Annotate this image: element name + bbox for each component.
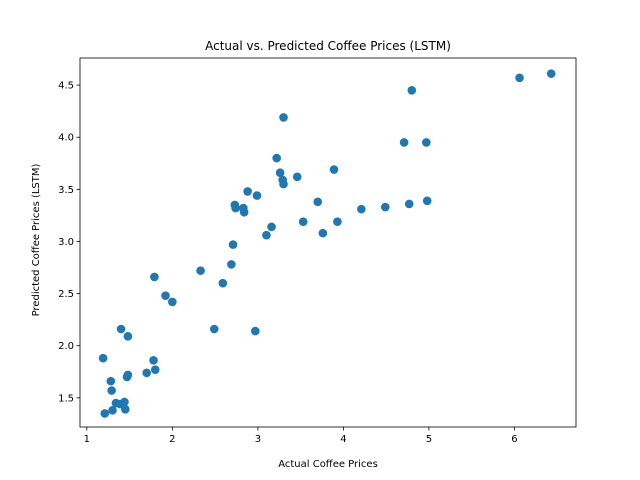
data-point-32 bbox=[267, 222, 276, 232]
data-point-45 bbox=[381, 202, 390, 212]
data-point-0 bbox=[98, 353, 108, 363]
data-point-20 bbox=[209, 324, 219, 334]
data-point-43 bbox=[333, 217, 342, 226]
y-tick-label: 3.5 bbox=[58, 185, 74, 196]
y-tick-label: 1.5 bbox=[58, 393, 74, 404]
data-point-23 bbox=[228, 240, 238, 249]
y-tick-label: 2.0 bbox=[58, 341, 74, 352]
data-point-4 bbox=[108, 406, 117, 415]
data-point-18 bbox=[168, 297, 177, 307]
data-point-29 bbox=[251, 326, 260, 336]
data-point-21 bbox=[218, 278, 228, 288]
y-tick-label: 4.0 bbox=[58, 133, 74, 144]
chart-title: Actual vs. Predicted Coffee Prices (LSTM… bbox=[205, 39, 451, 53]
data-point-9 bbox=[121, 404, 130, 414]
axes-layer: 1 2 3 4 5 6 1.5 2.0 2.5 3.0 3.5 4.0 4.5 bbox=[58, 57, 577, 445]
data-point-36 bbox=[279, 179, 288, 189]
data-point-13 bbox=[142, 368, 151, 378]
data-point-25 bbox=[231, 203, 240, 213]
data-point-44 bbox=[357, 204, 366, 214]
data-point-47 bbox=[404, 199, 414, 209]
data-point-34 bbox=[275, 168, 285, 177]
data-point-31 bbox=[262, 230, 271, 240]
data-point-28 bbox=[243, 187, 252, 196]
data-point-16 bbox=[150, 365, 160, 374]
data-point-15 bbox=[150, 272, 159, 282]
data-point-11 bbox=[123, 370, 133, 380]
data-point-38 bbox=[292, 172, 302, 182]
data-point-37 bbox=[279, 113, 288, 122]
data-point-17 bbox=[161, 291, 170, 300]
data-point-50 bbox=[422, 196, 432, 206]
data-point-52 bbox=[546, 69, 556, 78]
data-point-27 bbox=[239, 207, 249, 217]
plot-frame bbox=[79, 57, 577, 428]
points-layer bbox=[98, 69, 556, 418]
data-point-46 bbox=[399, 138, 409, 147]
data-point-22 bbox=[227, 260, 236, 269]
x-tick-label: 1 bbox=[84, 434, 90, 445]
data-point-1 bbox=[100, 409, 110, 418]
data-point-3 bbox=[107, 386, 116, 395]
x-tick-label: 6 bbox=[511, 434, 517, 445]
data-point-12 bbox=[123, 332, 133, 341]
data-point-19 bbox=[196, 266, 205, 275]
data-point-48 bbox=[407, 86, 417, 95]
data-point-14 bbox=[149, 355, 158, 365]
data-point-39 bbox=[298, 217, 308, 226]
data-point-49 bbox=[422, 138, 431, 147]
data-point-51 bbox=[515, 73, 524, 83]
data-point-7 bbox=[116, 324, 126, 334]
data-point-41 bbox=[318, 228, 328, 238]
y-tick-label: 3.0 bbox=[58, 237, 74, 248]
data-point-40 bbox=[313, 197, 323, 207]
x-tick-label: 2 bbox=[169, 434, 175, 445]
y-tick-label: 4.5 bbox=[58, 81, 74, 92]
data-point-8 bbox=[120, 397, 129, 407]
data-point-42 bbox=[329, 165, 339, 174]
data-point-33 bbox=[272, 153, 281, 163]
data-point-2 bbox=[106, 376, 116, 386]
x-tick-label: 4 bbox=[340, 434, 346, 445]
y-axis-label: Predicted Coffee Prices (LSTM) bbox=[31, 163, 42, 316]
x-tick-label: 5 bbox=[426, 434, 432, 445]
y-tick-label: 2.5 bbox=[58, 289, 74, 300]
x-tick-label: 3 bbox=[255, 434, 261, 445]
x-axis-label: Actual Coffee Prices bbox=[278, 459, 378, 470]
data-point-30 bbox=[252, 191, 262, 200]
